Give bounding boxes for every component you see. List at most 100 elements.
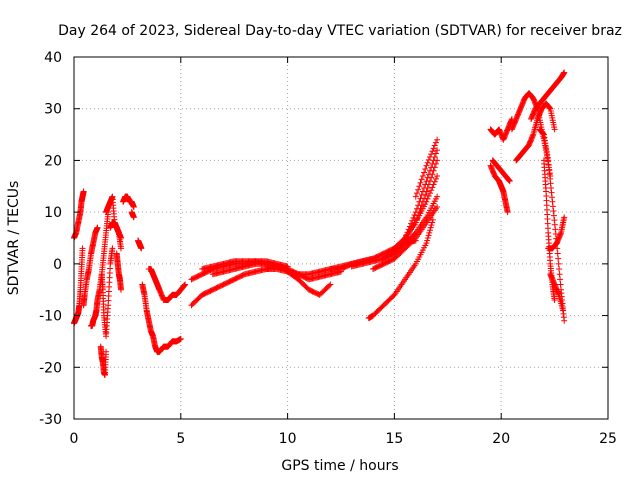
data-point — [117, 286, 124, 293]
data-point — [327, 281, 334, 288]
data-point — [425, 171, 432, 178]
data-point — [415, 202, 422, 209]
series-arc-12 — [135, 237, 145, 252]
series-arc-33 — [513, 100, 558, 164]
data-point — [177, 335, 184, 342]
data-point — [556, 271, 563, 278]
data-point — [428, 164, 435, 171]
data-point — [422, 181, 429, 188]
x-tick-label: 25 — [599, 431, 617, 447]
data-point — [556, 266, 563, 273]
x-tick-label: 5 — [176, 431, 185, 447]
data-point — [409, 217, 416, 224]
y-tick-label: -10 — [39, 309, 62, 325]
data-point — [130, 214, 137, 221]
series-arc-3 — [80, 224, 101, 309]
data-point — [423, 198, 430, 205]
data-point — [551, 126, 558, 133]
data-point — [427, 153, 433, 160]
x-tick-label: 10 — [279, 431, 297, 447]
y-tick-label: -20 — [39, 360, 62, 376]
data-point — [430, 157, 437, 164]
data-point — [561, 317, 568, 324]
series-arc-28 — [365, 216, 436, 322]
series-arc-13 — [139, 281, 184, 355]
data-point — [427, 224, 434, 231]
y-tick-label: -30 — [39, 412, 62, 428]
data-point — [404, 229, 411, 236]
data-point — [561, 214, 568, 221]
data-point — [416, 183, 423, 190]
data-point — [423, 240, 430, 247]
data-point — [103, 348, 110, 355]
series-arc-29 — [487, 116, 515, 143]
data-point — [417, 195, 424, 202]
plot-frame — [73, 56, 609, 420]
series-arc-34 — [528, 69, 568, 123]
y-tick-label: 30 — [44, 102, 62, 118]
data-point — [557, 276, 564, 283]
y-tick-label: 10 — [44, 205, 62, 221]
data-point — [117, 245, 124, 252]
x-tick-label: 15 — [385, 431, 403, 447]
data-point — [561, 69, 568, 76]
data-point — [425, 156, 432, 163]
data-point — [408, 220, 415, 227]
data-point — [424, 174, 431, 181]
data-point — [416, 198, 423, 205]
series-arc-6 — [97, 343, 110, 379]
data-point — [182, 281, 189, 288]
data-point — [405, 226, 412, 233]
data-point — [130, 203, 137, 210]
series-arc-11 — [128, 209, 137, 221]
data-point — [418, 176, 425, 183]
series-arc-10 — [120, 193, 137, 210]
data-point — [419, 172, 426, 179]
data-point — [421, 185, 428, 192]
data-point — [422, 166, 429, 173]
data-point — [557, 281, 564, 288]
data-point — [432, 175, 439, 182]
data-point — [551, 297, 558, 304]
grid-lines — [74, 57, 608, 419]
series-arc-27 — [412, 136, 441, 200]
data-point — [424, 235, 431, 241]
data-point — [429, 216, 436, 223]
series-arc-26 — [402, 147, 441, 241]
data-point — [428, 222, 435, 229]
data-point — [554, 250, 561, 257]
series-arc-31 — [489, 157, 513, 185]
data-point — [434, 203, 441, 210]
data-point — [429, 160, 436, 167]
x-axis-label: GPS time / hours — [281, 458, 398, 474]
series-arc-38 — [547, 271, 567, 314]
data-point — [429, 148, 436, 155]
data-point — [430, 181, 437, 188]
x-tick-labels: 0 5 10 15 20 25 — [70, 431, 617, 447]
chart-title: Day 264 of 2023, Sidereal Day-to-day VTE… — [58, 23, 622, 39]
data-point — [428, 151, 435, 158]
data-point — [419, 188, 426, 195]
data-point — [412, 209, 419, 216]
data-point — [429, 184, 436, 191]
data-points — [71, 69, 568, 379]
data-point — [424, 195, 431, 202]
series-arc-2 — [71, 188, 87, 241]
data-point — [79, 245, 86, 252]
data-point — [94, 224, 101, 231]
data-point — [427, 167, 433, 174]
data-point — [403, 232, 410, 239]
data-point — [425, 193, 432, 200]
data-point — [413, 205, 420, 212]
data-point — [415, 186, 422, 193]
series-arc-8 — [107, 219, 124, 252]
series-arc-4 — [88, 209, 112, 329]
y-tick-label: 40 — [44, 50, 62, 66]
data-point — [421, 169, 428, 176]
data-point — [428, 187, 435, 194]
axis-ticks — [73, 56, 609, 420]
data-point — [434, 136, 441, 143]
y-tick-labels: -30 -20 -10 0 10 20 30 40 — [39, 50, 62, 428]
data-point — [406, 223, 413, 230]
